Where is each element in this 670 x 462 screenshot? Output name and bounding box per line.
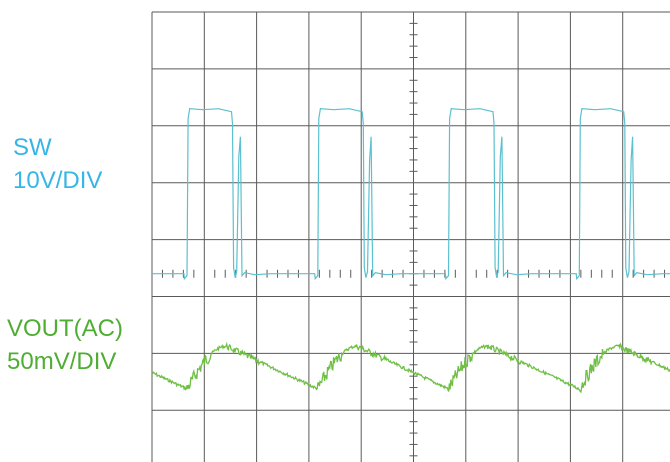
sw-channel-scale: 10V/DIV <box>13 167 103 194</box>
graticule-grid <box>151 11 670 462</box>
vout-waveform-trace <box>151 341 670 394</box>
sw-channel-name: SW <box>13 134 52 161</box>
vout-channel-label: VOUT(AC) 50mV/DIV <box>7 312 123 378</box>
vout-channel-scale: 50mV/DIV <box>7 348 117 375</box>
sw-channel-label: SW 10V/DIV <box>13 131 102 197</box>
sw-waveform-trace <box>152 108 670 281</box>
vout-channel-name: VOUT(AC) <box>7 315 123 342</box>
